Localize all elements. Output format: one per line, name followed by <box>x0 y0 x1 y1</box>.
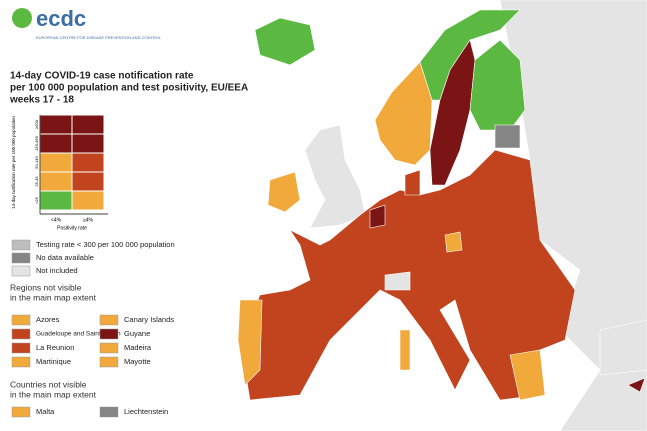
title-line: per 100 000 population and test positivi… <box>10 83 248 94</box>
legend-heading: in the main map extent <box>10 389 97 399</box>
row-label: 150-499 <box>34 135 39 150</box>
legend: Testing rate < 300 per 100 000 populatio… <box>10 239 175 418</box>
row-label: <25 <box>34 196 39 204</box>
legend-heading: Regions not visible <box>10 282 82 292</box>
title-line: weeks 17 - 18 <box>9 95 74 106</box>
column-label: <4% <box>51 217 62 223</box>
legend-matrix: ≥500 150-499 50-149 25-49 <25 <4% ≥4% Positivit… <box>11 114 108 231</box>
x-label: Positivity rate <box>57 225 87 231</box>
legend-label: Not included <box>36 266 78 275</box>
title: 14-day COVID-19 case notification ratepe… <box>9 71 248 106</box>
greece <box>509 349 546 401</box>
united-kingdom <box>304 124 366 229</box>
logo: ecdc EUROPEAN CENTRE FOR DISEASE PREVENT… <box>12 6 162 40</box>
row-label: 50-149 <box>34 156 39 169</box>
cyprus <box>627 377 646 393</box>
ireland <box>267 171 301 213</box>
legend-heading: Countries not visible <box>10 379 87 389</box>
logo-text: ecdc <box>36 6 86 31</box>
portugal <box>237 299 263 386</box>
logo-subtitle: EUROPEAN CENTRE FOR DISEASE PREVENTION A… <box>36 35 162 40</box>
column-label: ≥4% <box>83 217 94 223</box>
legend-swatch <box>11 406 31 418</box>
logo-globe <box>12 8 32 28</box>
switzerland <box>384 271 411 291</box>
legend-label: Guyane <box>124 329 150 338</box>
finland <box>469 39 526 131</box>
legend-swatch <box>11 265 31 277</box>
legend-heading: in the main map extent <box>10 292 97 302</box>
matrix-cell <box>39 152 73 173</box>
matrix-cell <box>71 152 105 173</box>
legend-label: Malta <box>36 407 55 416</box>
turkey <box>599 319 647 376</box>
matrix-cell <box>39 171 73 192</box>
netherlands <box>369 204 386 229</box>
norway-north <box>419 9 521 101</box>
legend-swatch <box>99 342 119 354</box>
sardinia <box>399 329 411 371</box>
legend-swatch <box>99 406 119 418</box>
legend-label: Madeira <box>124 343 152 352</box>
denmark <box>404 169 421 196</box>
legend-label: Azores <box>36 315 60 324</box>
legend-swatch <box>11 356 31 368</box>
matrix-cell <box>71 190 105 211</box>
map <box>237 0 647 431</box>
matrix-cell <box>71 114 105 135</box>
legend-label: No data available <box>36 253 94 262</box>
legend-label: La Reunion <box>36 343 74 352</box>
legend-label: Testing rate < 300 per 100 000 populatio… <box>36 240 175 249</box>
czechia <box>444 231 463 253</box>
legend-swatch <box>11 328 31 340</box>
matrix-cell <box>39 133 73 154</box>
legend-swatch <box>99 314 119 326</box>
matrix-cell <box>39 114 73 135</box>
row-label: 25-49 <box>34 176 39 187</box>
matrix-cell <box>71 133 105 154</box>
title-line: 14-day COVID-19 case notification rate <box>10 71 194 82</box>
legend-swatch <box>99 328 119 340</box>
matrix-cell <box>71 171 105 192</box>
legend-label: Mayotte <box>124 357 151 366</box>
y-label: 14-day notification rate per 100 000 pop… <box>11 116 16 209</box>
legend-label: Guadeloupe and Saint Martin <box>36 331 121 338</box>
legend-swatch <box>99 356 119 368</box>
matrix-cell <box>39 190 73 211</box>
row-label: ≥500 <box>34 119 39 129</box>
estonia <box>494 124 521 149</box>
legend-label: Canary Islands <box>124 315 174 324</box>
legend-label: Martinique <box>36 357 71 366</box>
iceland <box>254 17 316 66</box>
legend-label: Liechtenstein <box>124 407 168 416</box>
legend-swatch <box>11 342 31 354</box>
legend-swatch <box>11 239 31 251</box>
legend-swatch <box>11 252 31 264</box>
legend-swatch <box>11 314 31 326</box>
